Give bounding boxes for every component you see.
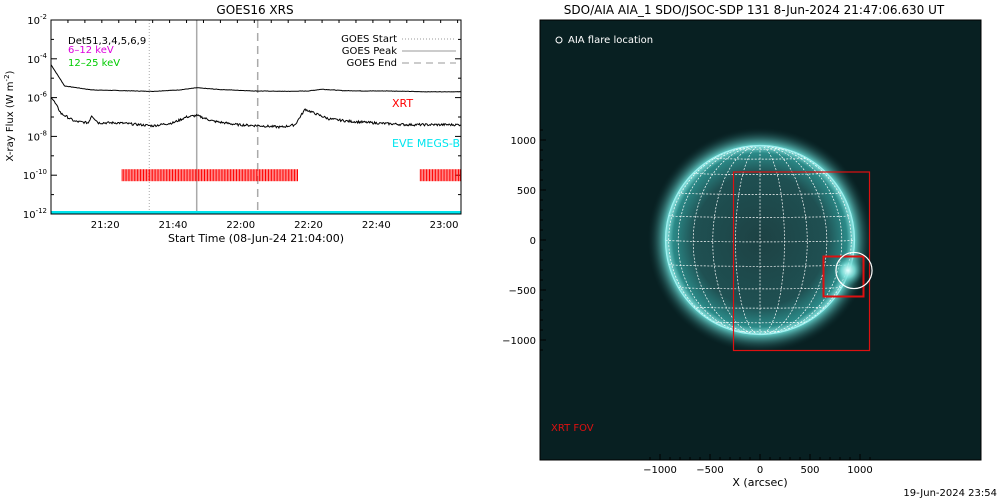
grid-line xyxy=(735,148,785,150)
grid-line xyxy=(692,145,761,335)
xrt-coverage-ticks xyxy=(121,169,461,182)
legend-goes-start: GOES Start xyxy=(341,34,397,45)
goes-x-tick-label: 21:40 xyxy=(159,220,188,231)
legend-12-25-kev: 12–25 keV xyxy=(68,58,120,69)
aia-y-tick-label: 0 xyxy=(530,236,536,247)
legend-6-12-kev: 6–12 keV xyxy=(68,45,114,56)
aia-x-tick-label: 0 xyxy=(757,465,763,476)
aia-y-ticks: 1000 500 0 −500 −1000 xyxy=(502,129,546,351)
flare-brightening xyxy=(832,255,864,286)
legend-goes-end: GOES End xyxy=(347,58,397,69)
grid-line xyxy=(735,145,761,335)
aia-x-tick-label: −1000 xyxy=(643,465,677,476)
aia-x-tick-label: 1000 xyxy=(847,465,872,476)
aia-image: AIA flare location XRT FOV xyxy=(540,20,981,460)
aia-x-axis-label: X (arcsec) xyxy=(732,476,787,489)
footer-timestamp: 19-Jun-2024 23:54 xyxy=(903,488,997,499)
goes-x-axis-label: Start Time (08-Jun-24 21:04:00) xyxy=(168,232,344,245)
grid-line xyxy=(677,145,761,335)
aia-y-tick-label: 500 xyxy=(517,186,536,197)
aia-y-tick-label: 1000 xyxy=(511,136,536,147)
goes-series xyxy=(51,64,461,130)
goes-y-tick-label: 10-10 xyxy=(23,168,47,182)
legend-detectors: Det51,3,4,5,6,9 xyxy=(68,36,146,47)
legend-circle-icon xyxy=(555,36,563,44)
aia-image-title: SDO/AIA AIA_1 SDO/JSOC-SDP 131 8-Jun-202… xyxy=(564,3,945,17)
goes-x-tick-label: 22:40 xyxy=(362,220,391,231)
aia-y-tick-label: −1000 xyxy=(502,336,536,347)
goes-legend-right: GOES Start GOES Peak GOES End xyxy=(341,34,456,69)
grid-line xyxy=(759,145,785,335)
goes-y-tick-label: 10-6 xyxy=(27,91,47,105)
eve-megs-b-label: EVE MEGS-B xyxy=(392,137,460,150)
goes-legend-left: Det51,3,4,5,6,9 6–12 keV 12–25 keV xyxy=(68,36,146,69)
grid-line xyxy=(759,145,828,335)
goes-x-tick-label: 21:20 xyxy=(91,220,120,231)
aia-legend-label: AIA flare location xyxy=(568,35,653,46)
aia-x-tick-label: −500 xyxy=(696,465,723,476)
goes-y-axis-label: X-ray Flux (W m-2) xyxy=(3,70,16,161)
goes-y-tick-label: 10-12 xyxy=(23,207,47,221)
goes-x-tick-label: 22:20 xyxy=(294,220,323,231)
aia-x-tick-label: 500 xyxy=(800,465,819,476)
goes-chart: GOES16 XRS X-ray Flux (W m-2) 10-210-410… xyxy=(3,3,462,245)
goes-series-long xyxy=(51,64,461,93)
goes-x-tick-label: 22:00 xyxy=(226,220,255,231)
aia-x-ticks: −1000 −500 0 500 1000 xyxy=(643,454,873,476)
xrt-fov-label: XRT FOV xyxy=(551,423,594,434)
aia-y-tick-label: −500 xyxy=(509,286,536,297)
goes-series-short xyxy=(51,96,461,130)
grid-line xyxy=(712,145,761,335)
grid-line xyxy=(759,145,843,335)
grid-line xyxy=(668,145,761,335)
goes-y-ticks: 10-2 10-4 10-6 10-8 10-10 10-12 xyxy=(23,13,461,221)
xrt-label: XRT xyxy=(392,97,413,110)
grid-line xyxy=(735,330,785,333)
aia-flare-location-circle xyxy=(835,251,873,290)
goes-time-markers xyxy=(148,20,259,214)
goes-y-tick-label: 10-8 xyxy=(27,129,47,143)
grid-line xyxy=(759,145,852,335)
goes-y-tick-label: 10-2 xyxy=(27,13,47,27)
goes-x-tick-label: 23:00 xyxy=(430,220,459,231)
aia-panel: SDO/AIA AIA_1 SDO/JSOC-SDP 131 8-Jun-202… xyxy=(502,3,982,489)
grid-line xyxy=(759,145,808,335)
goes-plot-frame xyxy=(50,19,462,215)
goes-chart-title: GOES16 XRS xyxy=(216,3,293,17)
goes-y-tick-label: 10-4 xyxy=(27,52,47,66)
legend-goes-peak: GOES Peak xyxy=(342,46,397,57)
sun-limb xyxy=(664,144,856,336)
